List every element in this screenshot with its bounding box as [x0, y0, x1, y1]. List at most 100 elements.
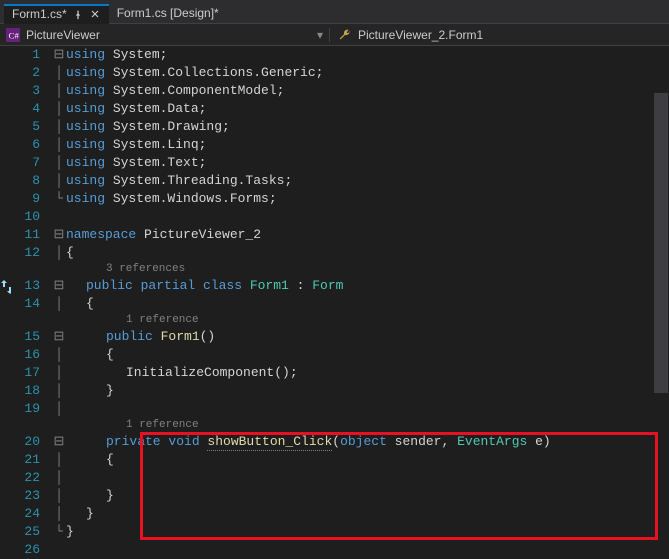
fold-toggle: │: [52, 382, 66, 400]
fold-toggle: [52, 541, 66, 559]
swap-icon[interactable]: [1, 280, 11, 298]
fold-toggle[interactable]: ⊟: [52, 433, 66, 451]
code-line[interactable]: 1⊟using System;: [12, 46, 669, 64]
fold-toggle[interactable]: ⊟: [52, 46, 66, 64]
code-line[interactable]: 5│using System.Drawing;: [12, 118, 669, 136]
code-line[interactable]: 8│using System.Threading.Tasks;: [12, 172, 669, 190]
code-line[interactable]: 3│using System.ComponentModel;: [12, 82, 669, 100]
nav-bar: C# PictureViewer ▾ PictureViewer_2.Form1: [0, 24, 669, 46]
codelens-annotation[interactable]: 3 references: [12, 262, 669, 277]
code-line[interactable]: 21│{: [12, 451, 669, 469]
fold-toggle: [52, 208, 66, 226]
tab-label: Form1.cs*: [12, 7, 67, 21]
line-number: 15: [12, 328, 52, 346]
code-line[interactable]: 7│using System.Text;: [12, 154, 669, 172]
code-line[interactable]: 10: [12, 208, 669, 226]
nav-class-label: PictureViewer_2.Form1: [358, 28, 483, 42]
fold-toggle: │: [52, 244, 66, 262]
line-number: 1: [12, 46, 52, 64]
fold-toggle[interactable]: ⊟: [52, 226, 66, 244]
line-number: 13: [12, 277, 52, 295]
line-number: 25: [12, 523, 52, 541]
nav-project-label: PictureViewer: [26, 28, 100, 42]
fold-toggle[interactable]: ⊟: [52, 328, 66, 346]
fold-toggle: │: [52, 505, 66, 523]
line-number: 7: [12, 154, 52, 172]
wrench-icon: [338, 28, 352, 42]
code-line[interactable]: 6│using System.Linq;: [12, 136, 669, 154]
code-editor[interactable]: 1⊟using System;2│using System.Collection…: [0, 46, 669, 536]
code-line[interactable]: 17│InitializeComponent();: [12, 364, 669, 382]
code-line[interactable]: 18│}: [12, 382, 669, 400]
code-line[interactable]: 26: [12, 541, 669, 559]
line-number: 8: [12, 172, 52, 190]
fold-toggle: │: [52, 172, 66, 190]
nav-project-dropdown[interactable]: C# PictureViewer ▾: [0, 28, 329, 42]
fold-toggle: │: [52, 451, 66, 469]
line-number: 9: [12, 190, 52, 208]
line-number: 6: [12, 136, 52, 154]
scrollbar-thumb[interactable]: [654, 93, 668, 393]
line-number: 16: [12, 346, 52, 364]
line-number: 17: [12, 364, 52, 382]
fold-toggle: │: [52, 82, 66, 100]
line-number: 14: [12, 295, 52, 313]
code-line[interactable]: 11⊟namespace PictureViewer_2: [12, 226, 669, 244]
code-area[interactable]: 1⊟using System;2│using System.Collection…: [12, 46, 669, 536]
codelens-annotation[interactable]: 1 reference: [12, 313, 669, 328]
tab-bar: Form1.cs* Form1.cs [Design]*: [0, 0, 669, 24]
fold-toggle: │: [52, 400, 66, 418]
line-number: 18: [12, 382, 52, 400]
fold-toggle: │: [52, 118, 66, 136]
code-line[interactable]: 15⊟public Form1(): [12, 328, 669, 346]
fold-toggle: └: [52, 190, 66, 208]
line-number: 5: [12, 118, 52, 136]
fold-toggle[interactable]: ⊟: [52, 277, 66, 295]
code-line[interactable]: 4│using System.Data;: [12, 100, 669, 118]
fold-toggle: │: [52, 100, 66, 118]
chevron-down-icon: ▾: [317, 28, 329, 42]
code-line[interactable]: 24│}: [12, 505, 669, 523]
fold-toggle: │: [52, 346, 66, 364]
line-number: 11: [12, 226, 52, 244]
code-line[interactable]: 13⊟public partial class Form1 : Form: [12, 277, 669, 295]
code-line[interactable]: 2│using System.Collections.Generic;: [12, 64, 669, 82]
tab-form1-design[interactable]: Form1.cs [Design]*: [109, 3, 227, 23]
line-number: 3: [12, 82, 52, 100]
pin-icon[interactable]: [73, 9, 83, 19]
fold-toggle: │: [52, 487, 66, 505]
line-number: 12: [12, 244, 52, 262]
fold-toggle: │: [52, 295, 66, 313]
close-icon[interactable]: [89, 8, 101, 20]
line-number: 24: [12, 505, 52, 523]
csharp-icon: C#: [6, 28, 20, 42]
fold-toggle: └: [52, 523, 66, 541]
tab-label: Form1.cs [Design]*: [117, 6, 219, 20]
code-line[interactable]: 9└using System.Windows.Forms;: [12, 190, 669, 208]
code-line[interactable]: 14│{: [12, 295, 669, 313]
line-number: 26: [12, 541, 52, 559]
fold-toggle: │: [52, 364, 66, 382]
line-number: 2: [12, 64, 52, 82]
line-number: 4: [12, 100, 52, 118]
codelens-annotation[interactable]: 1 reference: [12, 418, 669, 433]
nav-class-dropdown[interactable]: PictureViewer_2.Form1: [329, 28, 669, 42]
indicator-margin: [0, 46, 12, 536]
tab-form1-cs[interactable]: Form1.cs*: [4, 4, 109, 24]
line-number: 21: [12, 451, 52, 469]
code-line[interactable]: 23│}: [12, 487, 669, 505]
line-number: 19: [12, 400, 52, 418]
line-number: 23: [12, 487, 52, 505]
fold-toggle: │: [52, 136, 66, 154]
line-number: 20: [12, 433, 52, 451]
code-line[interactable]: 22│: [12, 469, 669, 487]
code-line[interactable]: 16│{: [12, 346, 669, 364]
code-line[interactable]: 12│{: [12, 244, 669, 262]
code-line[interactable]: 19│: [12, 400, 669, 418]
code-line[interactable]: 25└}: [12, 523, 669, 541]
svg-text:C#: C#: [9, 30, 20, 40]
fold-toggle: │: [52, 154, 66, 172]
fold-toggle: │: [52, 469, 66, 487]
line-number: 10: [12, 208, 52, 226]
code-line[interactable]: 20⊟private void showButton_Click(object …: [12, 433, 669, 451]
